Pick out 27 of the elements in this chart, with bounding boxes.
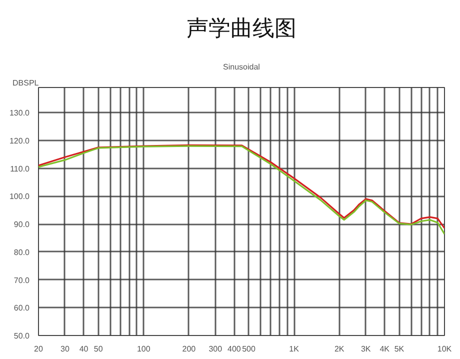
x-tick-label: 5K [394, 344, 405, 354]
x-tick-label: 3K [360, 344, 372, 354]
x-tick-label: 300 [208, 344, 223, 354]
x-tick-label: 400 [228, 344, 242, 354]
y-tick-label: 130.0 [9, 108, 30, 118]
x-tick-label: 100 [136, 344, 151, 354]
y-tick-label: 70.0 [14, 276, 30, 285]
x-tick-label: 10K [437, 344, 452, 354]
chart-subtitle: Sinusoidal [223, 62, 260, 72]
y-tick-label: 100.0 [9, 192, 30, 202]
y-tick-label: 110.0 [10, 164, 30, 174]
y-axis-title: DBSPL [12, 78, 40, 88]
x-tick-label: 40 [79, 344, 89, 354]
x-tick-label: 30 [60, 344, 70, 354]
y-tick-label: 50.0 [14, 332, 30, 340]
x-tick-label: 1K [289, 344, 300, 354]
y-tick-label: 60.0 [14, 304, 30, 313]
x-tick-label: 50 [94, 344, 104, 354]
x-tick-label: 20 [34, 344, 44, 354]
x-tick-label: 4K [380, 344, 390, 354]
y-tick-label: 80.0 [14, 248, 30, 257]
y-tick-label: 90.0 [14, 220, 30, 230]
x-tick-label: 200 [182, 344, 196, 354]
x-tick-label: 2K [334, 344, 345, 354]
x-tick-label: 500 [242, 344, 256, 354]
chart-title: 声学曲线图 [186, 16, 296, 42]
y-tick-label: 120.0 [9, 136, 30, 146]
